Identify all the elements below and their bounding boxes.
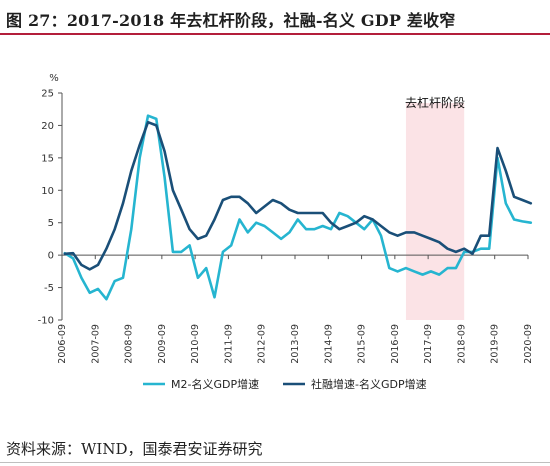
figure-title-bar: 图 27：2017-2018 年去杠杆阶段，社融-名义 GDP 差收窄 [0,0,550,33]
title-divider [0,33,550,35]
highlight-band-layer [405,103,465,320]
x-tick-label: 2017-09 [423,324,434,364]
y-tick-label: 20 [41,121,54,132]
x-tick-label: 2016-09 [390,324,401,364]
x-tick-label: 2010-09 [190,324,201,364]
series-line-m2-gdp [63,114,533,301]
legend-label-m2-gdp: M2-名义GDP增速 [171,377,259,391]
x-tick-label: 2018-09 [456,324,467,364]
annotation-label: 去杠杆阶段 [405,95,465,110]
y-unit-label: % [49,73,59,84]
x-tick-label: 2019-09 [490,324,501,364]
x-tick-label: 2020-09 [523,324,534,364]
y-tick-label: 10 [41,186,54,197]
line-chart: 去杠杆阶段% -10 -5 0 5 10 15 20 25 2006-09 2007-09 2008-… [38,73,534,391]
figure-title: 图 27：2017-2018 年去杠杆阶段，社融-名义 GDP 差收窄 [6,11,456,30]
y-tick-label: 25 [41,89,54,100]
x-tick-label: 2011-09 [223,324,234,364]
y-tick-label: 5 [48,218,54,229]
source-divider [0,462,550,463]
legend: M2-名义GDP增速 社融增速-名义GDP增速 [143,377,427,391]
deleveraging-band [405,103,465,320]
chart-container: 去杠杆阶段% -10 -5 0 5 10 15 20 25 2006-09 2007-09 2008-… [0,36,550,426]
series-layer [63,114,533,301]
x-tick-label: 2008-09 [124,324,135,364]
x-tick-label: 2009-09 [157,324,168,364]
source-note: 资料来源：WIND，国泰君安证券研究 [6,440,263,458]
legend-label-tsf-gdp: 社融增速-名义GDP增速 [311,377,427,391]
y-tick-label: -5 [44,283,54,294]
x-tick-label: 2006-09 [57,324,68,364]
series-line-tsf-gdp [63,120,533,271]
x-tick-label: 2013-09 [290,324,301,364]
label-layer: 去杠杆阶段% -10 -5 0 5 10 15 20 25 2006-09 2007-09 2008-… [38,73,534,364]
y-tick-label: 0 [48,251,54,262]
y-tick-label: 15 [41,153,54,164]
x-tick-label: 2012-09 [257,324,268,364]
x-tick-label: 2014-09 [323,324,334,364]
x-tick-label: 2015-09 [357,324,368,364]
y-tick-label: -10 [38,316,54,327]
x-tick-label: 2007-09 [90,324,101,364]
